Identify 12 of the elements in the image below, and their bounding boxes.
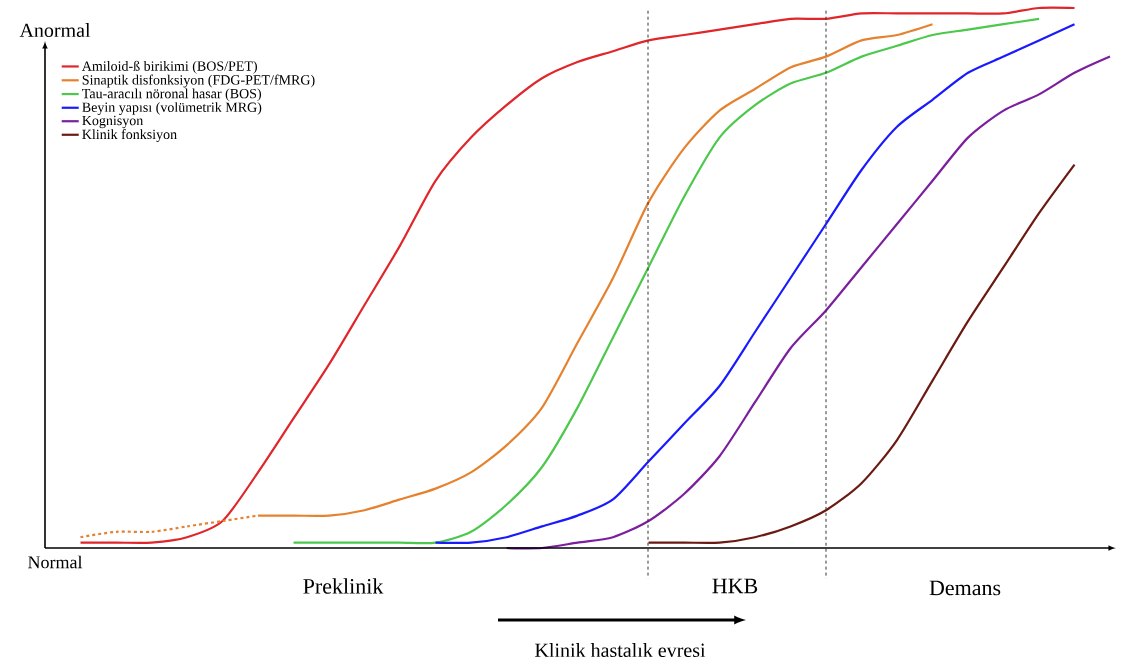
text: Demans xyxy=(929,580,1001,596)
text: Klinik hastalık evresi xyxy=(535,642,706,658)
legend-label: Klinik fonksiyon xyxy=(82,129,177,142)
legend-label: Beyin yapısı (volümetrik MRG) xyxy=(82,102,262,115)
text: Preklinik xyxy=(303,578,384,594)
text: Normal xyxy=(28,555,83,569)
legend-label: Kognisyon xyxy=(82,115,144,129)
text: HKB xyxy=(712,578,758,594)
legend-label: Tau-aracılı nöronal hasar (BOS) xyxy=(82,88,261,102)
annotation: Anormal xyxy=(19,22,91,38)
legend-label: Amiloid-ß birikimi (BOS/PET) xyxy=(81,60,257,74)
legend-label: Sinaptik disfonksiyon (FDG-PET/fMRG) xyxy=(82,74,315,88)
